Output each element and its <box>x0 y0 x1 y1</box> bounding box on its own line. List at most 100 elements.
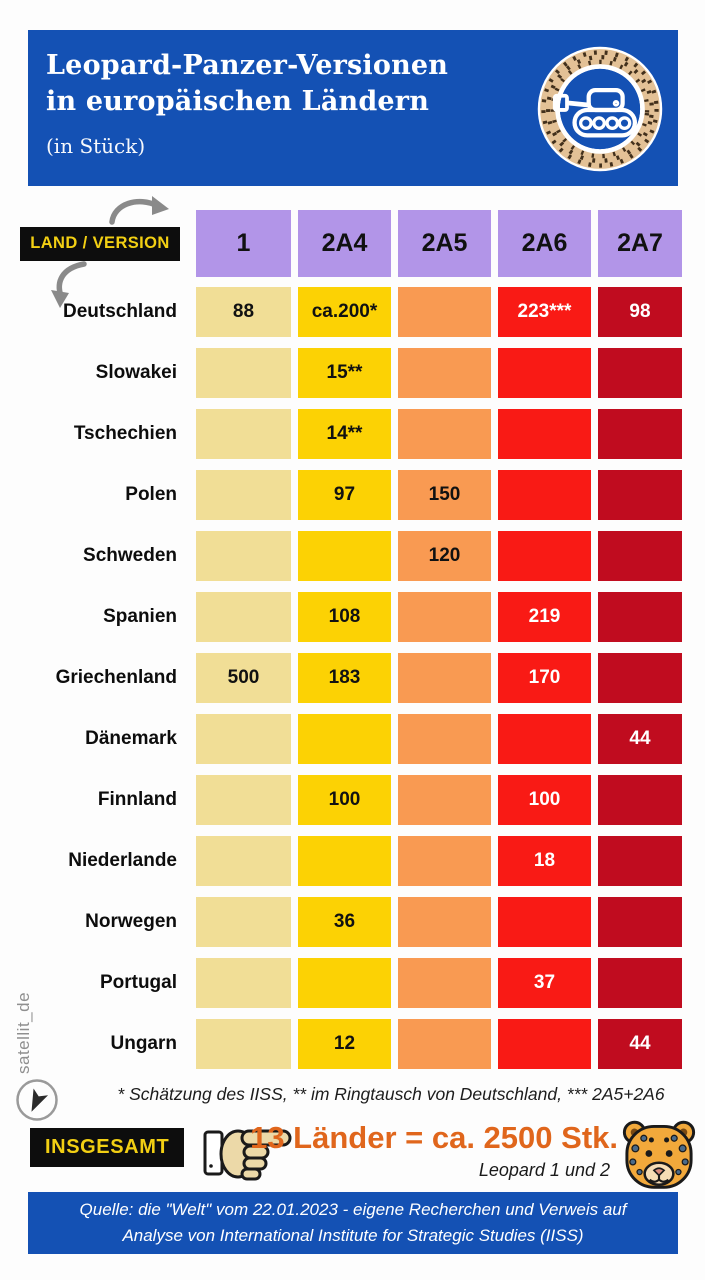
value-cell <box>398 775 491 825</box>
country-label: Tschechien <box>73 423 177 444</box>
value-cell <box>398 1019 491 1069</box>
value-cell <box>398 897 491 947</box>
total-strip: INSGESAMT 13 Länder = ca. 2500 Stk. Leop… <box>30 1112 696 1196</box>
value-cell <box>398 409 491 459</box>
value-cell: 219 <box>498 592 591 642</box>
country-label: Griechenland <box>55 667 177 688</box>
country-label: Norwegen <box>85 911 177 932</box>
value-cell <box>298 836 391 886</box>
value-cell <box>498 409 591 459</box>
header-banner: Leopard-Panzer-Versionen in europäischen… <box>28 30 678 186</box>
value-cell <box>498 1019 591 1069</box>
value-cell <box>398 592 491 642</box>
value-cell <box>196 409 291 459</box>
value-cell: 37 <box>498 958 591 1008</box>
value-cell <box>598 592 682 642</box>
value-cell <box>598 775 682 825</box>
table-row: Slowakei 15** <box>20 348 682 398</box>
country-label: Finnland <box>97 789 177 810</box>
country-label: Spanien <box>103 606 177 627</box>
value-cell <box>598 897 682 947</box>
column-header-row: LAND / VERSION 1 2A4 2A5 2A6 2A7 <box>20 210 682 277</box>
value-cell <box>398 958 491 1008</box>
value-cell <box>398 653 491 703</box>
country-label: Portugal <box>99 972 177 993</box>
value-cell: 88 <box>196 287 291 337</box>
value-cell: ca.200* <box>298 287 391 337</box>
value-cell <box>196 470 291 520</box>
value-cell <box>196 714 291 764</box>
value-cell: 97 <box>298 470 391 520</box>
value-cell <box>498 897 591 947</box>
value-cell <box>398 348 491 398</box>
pointing-hand-icon <box>203 1129 292 1181</box>
value-cell <box>598 958 682 1008</box>
value-cell: 14** <box>298 409 391 459</box>
value-cell: 108 <box>298 592 391 642</box>
value-cell: 100 <box>298 775 391 825</box>
value-cell: 44 <box>598 714 682 764</box>
value-cell <box>196 531 291 581</box>
page-title: Leopard-Panzer-Versionen in europäischen… <box>46 48 678 120</box>
value-cell <box>298 958 391 1008</box>
page-subtitle: (in Stück) <box>46 134 146 158</box>
value-cell <box>196 775 291 825</box>
version-header-2A5: 2A5 <box>398 210 491 277</box>
value-cell: 223*** <box>498 287 591 337</box>
value-cell: 100 <box>498 775 591 825</box>
source-line-2: Analyse von International Institute for … <box>122 1226 584 1245</box>
value-cell <box>398 836 491 886</box>
table-row: Tschechien 14** <box>20 409 682 459</box>
value-cell <box>498 348 591 398</box>
value-cell: 15** <box>298 348 391 398</box>
value-cell <box>598 470 682 520</box>
country-label: Niederlande <box>68 850 177 871</box>
title-line-2: in europäischen Ländern <box>46 86 430 117</box>
tank-versions-table: LAND / VERSION 1 2A4 2A5 2A6 2A7 Deutschland… <box>20 196 682 1080</box>
version-header-2A6: 2A6 <box>498 210 591 277</box>
value-cell <box>196 897 291 947</box>
footnote: * Schätzung des IISS, ** im Ringtausch v… <box>117 1084 665 1104</box>
value-cell: 120 <box>398 531 491 581</box>
value-cell <box>498 531 591 581</box>
table-row: Griechenland 500 183 170 <box>20 653 682 703</box>
version-header-2A4: 2A4 <box>298 210 391 277</box>
corner-cell: LAND / VERSION <box>20 210 189 277</box>
table-row: Dänemark 44 <box>20 714 682 764</box>
table-row: Portugal 37 <box>20 958 682 1008</box>
value-cell <box>196 592 291 642</box>
value-cell <box>498 470 591 520</box>
value-cell <box>498 714 591 764</box>
total-value: 13 Länder = ca. 2500 Stk. <box>250 1120 618 1155</box>
table-row: Polen 97 150 <box>20 470 682 520</box>
value-cell: 36 <box>298 897 391 947</box>
version-header-2A7: 2A7 <box>598 210 682 277</box>
value-cell <box>398 287 491 337</box>
value-cell <box>598 409 682 459</box>
value-cell <box>598 836 682 886</box>
corner-label: LAND / VERSION <box>20 226 180 261</box>
country-label: Deutschland <box>62 301 177 322</box>
value-cell <box>298 714 391 764</box>
total-subtext: Leopard 1 und 2 <box>478 1160 610 1180</box>
source-banner: Quelle: die "Welt" vom 22.01.2023 - eige… <box>28 1192 678 1254</box>
value-cell: 18 <box>498 836 591 886</box>
version-header-1: 1 <box>196 210 291 277</box>
table-rows: Deutschland 88 ca.200* 223*** 98 Slowakei 15**… <box>20 287 682 1069</box>
value-cell: 500 <box>196 653 291 703</box>
value-cell <box>598 653 682 703</box>
value-cell: 170 <box>498 653 591 703</box>
table-row: Finnland 100 100 <box>20 775 682 825</box>
table-row: Niederlande 18 <box>20 836 682 886</box>
watermark-text: satellit_de <box>14 991 33 1074</box>
country-label: Polen <box>125 484 177 505</box>
country-label: Ungarn <box>110 1033 178 1054</box>
value-cell <box>398 714 491 764</box>
leopard-head-icon <box>622 1120 696 1189</box>
navigation-arrow-icon <box>16 1079 58 1121</box>
value-cell <box>196 348 291 398</box>
title-line-1: Leopard-Panzer-Versionen <box>46 50 449 81</box>
value-cell: 44 <box>598 1019 682 1069</box>
value-cell: 12 <box>298 1019 391 1069</box>
